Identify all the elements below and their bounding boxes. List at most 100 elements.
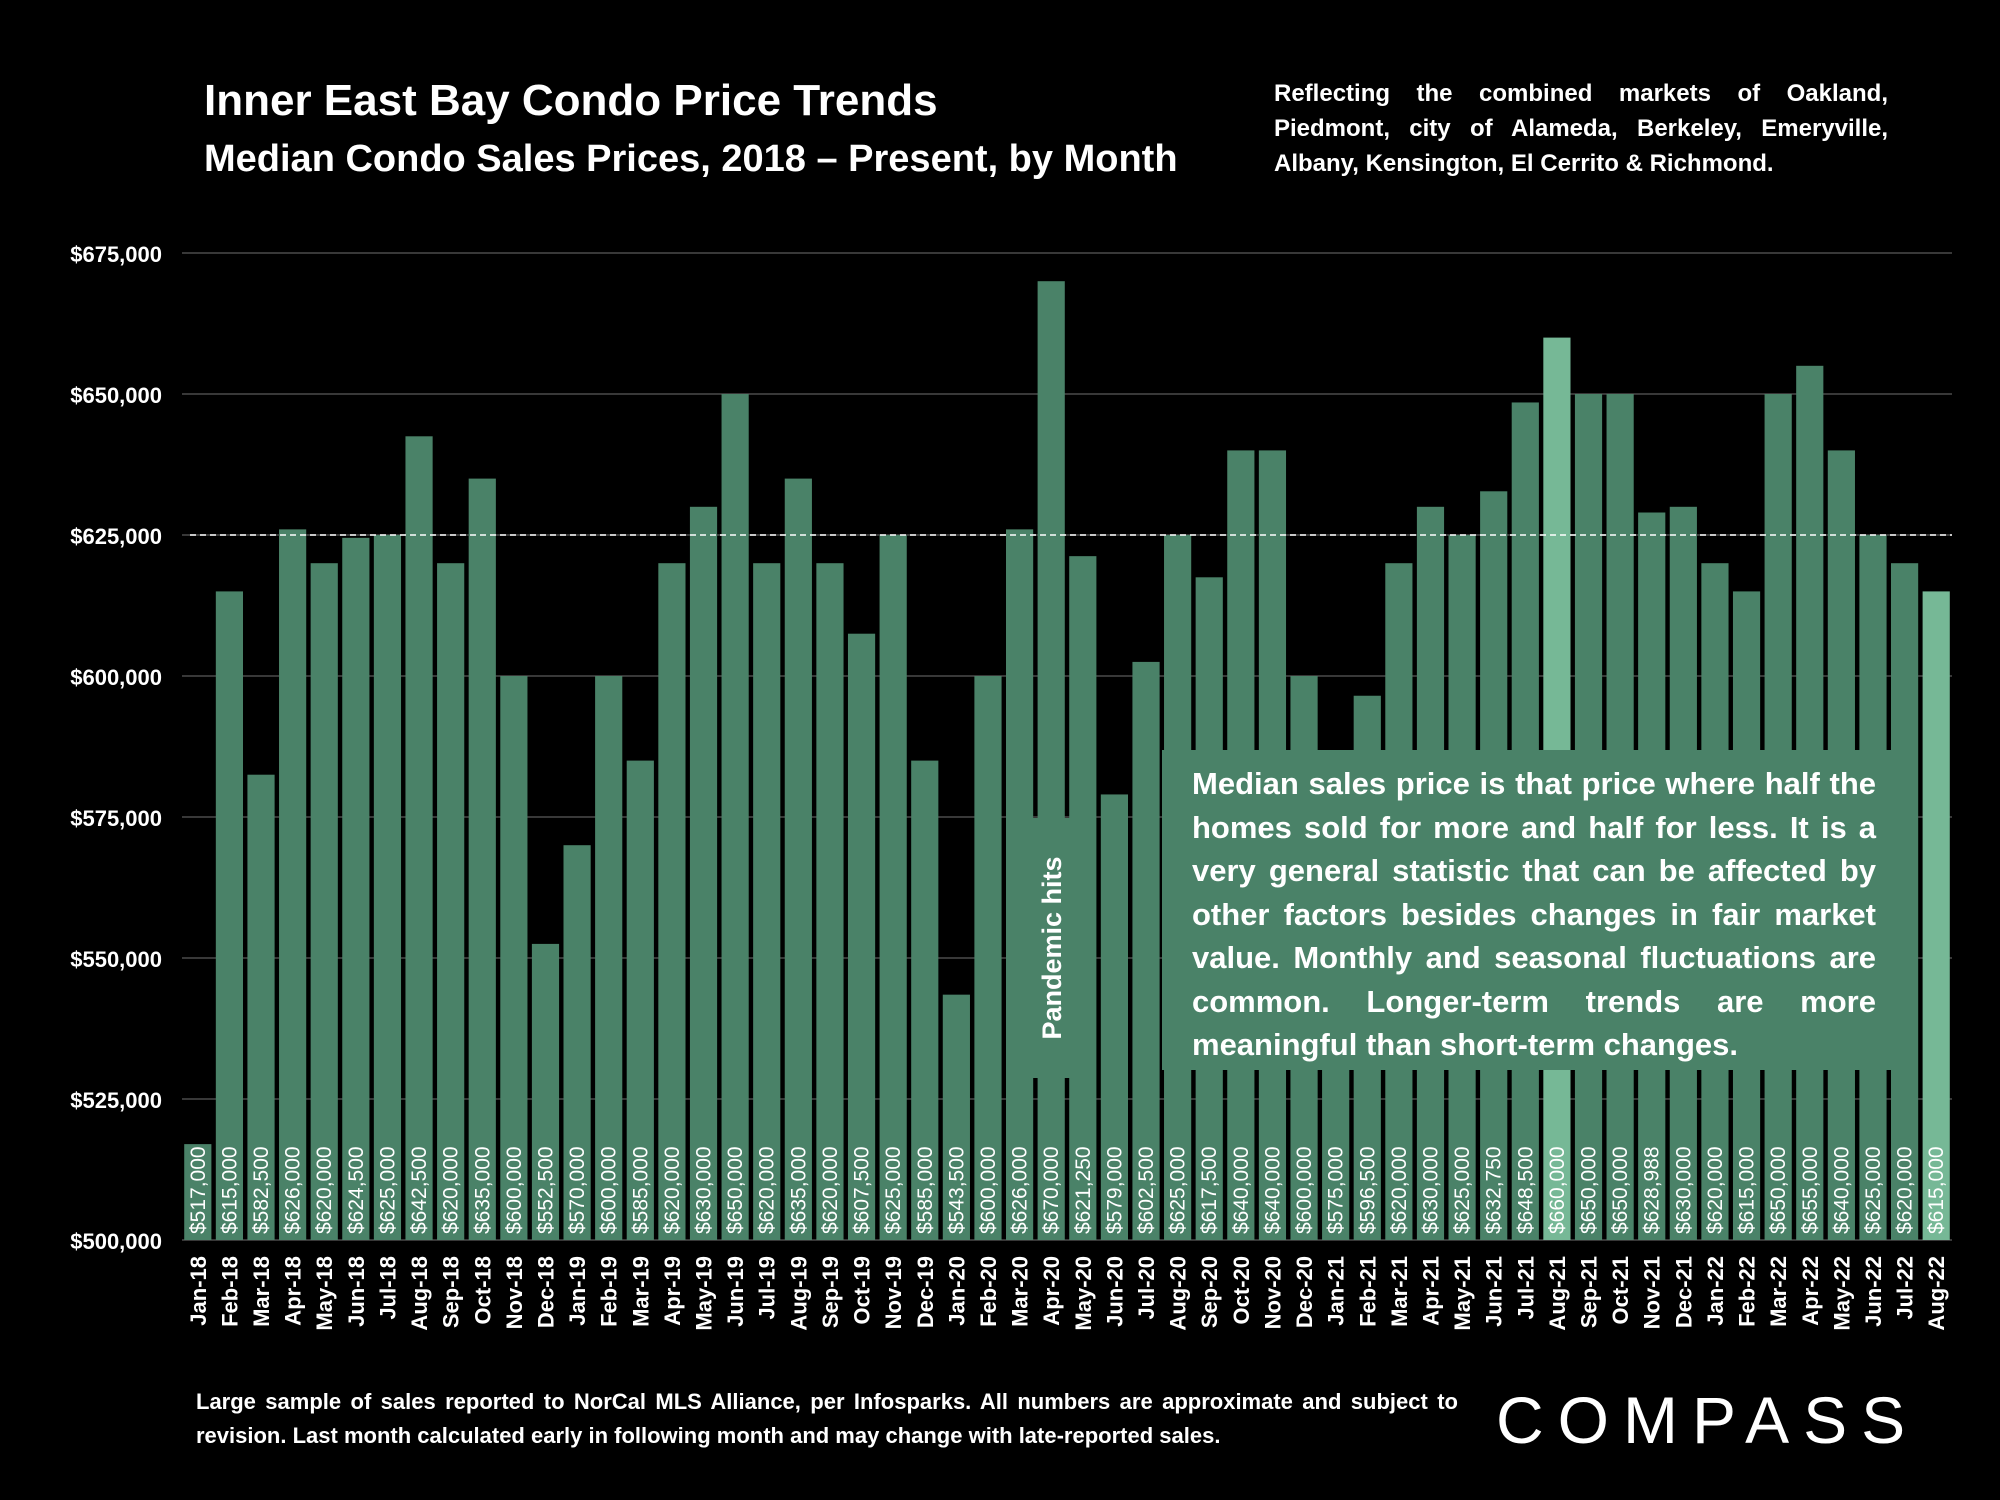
x-tick-label: Jul-19 (755, 1256, 780, 1320)
x-tick-label: Jul-18 (375, 1256, 400, 1320)
x-tick-label: Sep-19 (818, 1256, 843, 1328)
data-label: $620,000 (756, 1146, 779, 1234)
x-tick-label: Feb-22 (1735, 1256, 1760, 1327)
x-tick-label: Oct-21 (1608, 1256, 1633, 1324)
data-label: $585,000 (914, 1146, 937, 1234)
data-label: $600,000 (598, 1146, 621, 1234)
bar (816, 563, 844, 1240)
x-tick-label: Aug-18 (407, 1256, 432, 1331)
y-tick-label: $625,000 (70, 524, 162, 549)
data-label: $620,000 (1894, 1146, 1917, 1234)
data-label: $552,500 (534, 1146, 557, 1234)
x-tick-label: Jan-20 (944, 1256, 969, 1326)
data-label: $600,000 (503, 1146, 526, 1234)
x-tick-label: Mar-21 (1387, 1256, 1412, 1327)
data-label: $640,000 (1830, 1146, 1853, 1234)
x-tick-label: Jan-18 (186, 1256, 211, 1326)
x-tick-label: Oct-18 (470, 1256, 495, 1324)
data-label: $640,000 (1261, 1146, 1284, 1234)
data-label: $630,000 (1419, 1146, 1442, 1234)
annotation-backdrop (1029, 818, 1074, 1078)
data-label: $648,500 (1514, 1146, 1537, 1234)
data-label: $626,000 (1009, 1146, 1032, 1234)
x-tick-label: Jan-21 (1324, 1256, 1349, 1326)
bar (531, 943, 560, 1240)
data-label: $635,000 (471, 1146, 494, 1234)
chart-subtitle: Median Condo Sales Prices, 2018 – Presen… (204, 138, 1178, 180)
bar (658, 563, 686, 1240)
data-label: $620,000 (1388, 1146, 1411, 1234)
data-label: $620,000 (661, 1146, 684, 1234)
x-tick-label: Jun-18 (344, 1256, 369, 1327)
data-label: $650,000 (1609, 1146, 1632, 1234)
x-tick-label: Jul-21 (1513, 1256, 1538, 1320)
markets-note: Reflecting the combined markets of Oakla… (1274, 80, 1888, 177)
data-label: $615,000 (1925, 1146, 1948, 1234)
x-tick-label: Aug-20 (1166, 1256, 1191, 1331)
bar (1100, 794, 1129, 1240)
bar (626, 760, 654, 1240)
x-tick-label: Feb-18 (217, 1256, 242, 1327)
data-label: $570,000 (566, 1146, 589, 1234)
bar (1922, 591, 1950, 1240)
bar (942, 994, 970, 1240)
x-tick-label: Nov-18 (502, 1256, 527, 1329)
x-tick-label: Mar-22 (1766, 1256, 1791, 1327)
explainer-box: Median sales price is that price where h… (1162, 750, 1902, 1070)
x-tick-label: Feb-21 (1355, 1256, 1380, 1327)
x-tick-label: Aug-19 (786, 1256, 811, 1331)
y-tick-label: $575,000 (70, 806, 162, 831)
source-footnote: Large sample of sales reported to NorCal… (196, 1389, 1458, 1448)
y-tick-label: $675,000 (70, 242, 162, 267)
data-label: $640,000 (1230, 1146, 1253, 1234)
data-label: $620,000 (313, 1146, 336, 1234)
x-tick-label: Apr-21 (1418, 1256, 1443, 1326)
bar (184, 1144, 212, 1240)
bar (1037, 281, 1065, 1240)
x-tick-label: Sep-21 (1577, 1256, 1602, 1328)
x-tick-label: Apr-18 (281, 1256, 306, 1326)
x-tick-label: Jul-20 (1134, 1256, 1159, 1320)
data-label: $625,000 (882, 1146, 905, 1234)
data-label: $642,500 (408, 1146, 431, 1234)
bar (847, 633, 876, 1240)
bar (563, 845, 591, 1240)
x-tick-label: May-19 (692, 1256, 717, 1331)
data-label: $628,988 (1641, 1146, 1664, 1234)
x-tick-label: Jun-21 (1482, 1256, 1507, 1327)
bar (911, 760, 939, 1240)
data-label: $575,000 (1325, 1146, 1348, 1234)
x-tick-label: Dec-21 (1671, 1256, 1696, 1328)
bar (784, 478, 812, 1241)
data-label: $655,000 (1799, 1146, 1822, 1234)
data-label: $620,000 (440, 1146, 463, 1234)
data-label: $600,000 (1293, 1146, 1316, 1234)
data-label: $630,000 (693, 1146, 716, 1234)
x-tick-label: Jan-19 (565, 1256, 590, 1326)
data-label: $650,000 (1767, 1146, 1790, 1234)
compass-logo: COMPASS (1496, 1383, 1920, 1457)
bar (1005, 529, 1034, 1240)
data-label: $600,000 (977, 1146, 1000, 1234)
data-label: $625,000 (1167, 1146, 1190, 1234)
y-tick-label: $550,000 (70, 947, 162, 972)
data-label: $543,500 (945, 1146, 968, 1234)
data-label: $626,000 (282, 1146, 305, 1234)
x-tick-label: Nov-21 (1640, 1256, 1665, 1329)
y-tick-label: $650,000 (70, 383, 162, 408)
data-label: $621,250 (1072, 1146, 1095, 1234)
y-tick-label: $600,000 (70, 665, 162, 690)
bar (974, 676, 1002, 1240)
data-label: $596,500 (1356, 1146, 1379, 1234)
data-label: $582,500 (250, 1146, 273, 1234)
data-label: $650,000 (1578, 1146, 1601, 1234)
bar (1069, 556, 1097, 1240)
x-tick-label: Aug-21 (1545, 1256, 1570, 1331)
x-tick-label: Jul-22 (1893, 1256, 1918, 1320)
bar (373, 535, 402, 1240)
bar (1132, 661, 1160, 1240)
x-tick-label: Mar-20 (1008, 1256, 1033, 1327)
x-tick-label: Jun-20 (1102, 1256, 1127, 1327)
x-tick-label: Aug-22 (1924, 1256, 1949, 1331)
data-label: $620,000 (819, 1146, 842, 1234)
